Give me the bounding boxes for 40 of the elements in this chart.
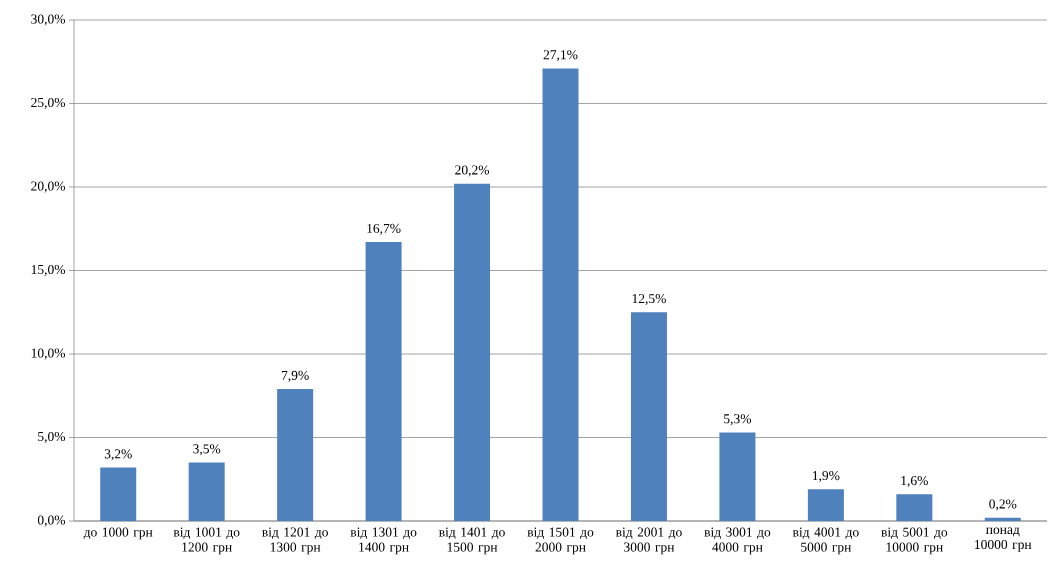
data-label: 20,2% [455,165,490,177]
data-label: 16,7% [367,223,401,235]
y-tick-label: 10,0% [31,348,66,360]
y-tick-label: 15,0% [31,264,66,277]
x-tick-label: від 4001 до 5000 грн [792,527,859,555]
data-label: 5,3% [724,414,752,426]
x-tick-label: від 1301 до 1400 грн [350,527,417,555]
y-tick-label: 0,0% [37,515,66,527]
x-tick-label: понад 10000 грн [975,527,1032,552]
data-label: 0,2% [989,499,1017,511]
bar [807,489,844,521]
x-tick-label: від 5001 до 10000 грн [881,527,948,555]
y-tick-label: 30,0% [31,14,66,26]
data-label: 3,2% [104,449,132,461]
x-tick-label: до 1000 грн [83,527,153,540]
bar [454,183,491,521]
y-tick-label: 25,0% [31,97,66,110]
bar [630,312,667,521]
data-label: 3,5% [193,444,221,456]
data-label: 12,5% [632,293,666,306]
x-tick-label: від 1001 до 1200 грн [173,527,240,555]
bar [896,494,933,521]
y-tick-label: 5,0% [38,431,66,444]
y-tick-label: 20,0% [31,181,66,193]
data-label: 1,6% [901,476,928,488]
bar [365,242,402,521]
bar [188,462,225,521]
x-tick-label: від 3001 до 4000 грн [704,527,771,555]
x-tick-label: від 2001 до 3000 грн [615,527,682,555]
data-label: 27,1% [543,50,578,62]
data-label: 1,9% [813,471,840,483]
data-label: 7,9% [281,370,309,382]
bar [277,389,314,521]
x-tick-label: від 1401 до 1500 грн [438,527,505,555]
x-tick-label: від 1501 до 2000 грн [527,527,594,555]
bar [542,68,579,521]
bar [719,432,756,521]
bar [100,467,137,521]
x-tick-label: від 1201 до 1300 грн [262,527,328,555]
bar [984,517,1021,521]
